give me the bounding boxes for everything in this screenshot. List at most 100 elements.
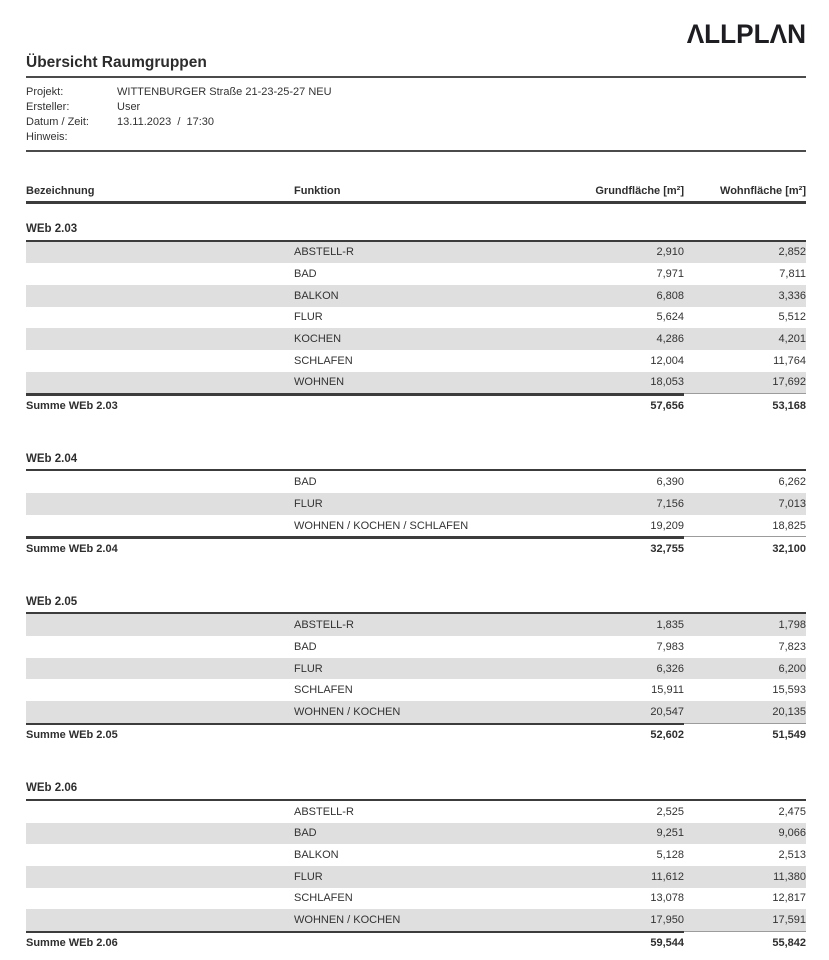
- cell-grundflaeche: 2,910: [656, 246, 684, 259]
- info-value-ersteller: User: [117, 101, 141, 113]
- cell-wohnflaeche: 4,201: [778, 333, 806, 346]
- cell-grundflaeche: 9,251: [656, 827, 684, 840]
- cell-funktion: SCHLAFEN: [294, 354, 353, 367]
- cell-grundflaeche: 12,004: [650, 354, 684, 367]
- cell-funktion: BALKON: [294, 289, 339, 302]
- group-sum-grundflaeche: 52,602: [650, 729, 684, 742]
- cell-wohnflaeche: 5,512: [778, 311, 806, 324]
- group-sum-label: Summe WEb 2.03: [26, 399, 118, 412]
- col-header-bezeichnung: Bezeichnung: [26, 185, 95, 197]
- cell-funktion: WOHNEN / KOCHEN: [294, 914, 401, 927]
- header-logo-row: ΛLLPLΛN: [26, 0, 806, 49]
- cell-grundflaeche: 6,808: [656, 289, 684, 302]
- cell-wohnflaeche: 2,513: [778, 849, 806, 862]
- table-row: KOCHEN 4,286 4,201: [26, 328, 806, 350]
- info-row-hinweis: Hinweis:: [26, 130, 806, 145]
- cell-wohnflaeche: 17,692: [772, 376, 806, 389]
- group-sum-wohnflaeche: 32,100: [772, 542, 806, 555]
- room-group-title: WEb 2.06: [26, 782, 806, 801]
- group-sum-row: Summe WEb 2.06 59,544 55,842: [26, 933, 806, 950]
- table-body: WEb 2.03 ABSTELL-R 2,910 2,852 BAD 7,971…: [26, 223, 806, 950]
- cell-grundflaeche: 7,971: [656, 268, 684, 281]
- info-label-hinweis: Hinweis:: [26, 131, 68, 143]
- cell-grundflaeche: 11,612: [651, 870, 684, 883]
- room-group-title: WEb 2.04: [26, 453, 806, 472]
- cell-funktion: WOHNEN / KOCHEN / SCHLAFEN: [294, 519, 469, 532]
- room-group-title: WEb 2.05: [26, 596, 806, 615]
- table-row: WOHNEN / KOCHEN 20,547 20,135: [26, 701, 806, 723]
- room-group-section: WEb 2.05 ABSTELL-R 1,835 1,798 BAD 7,983…: [26, 596, 806, 742]
- group-sum-label: Summe WEb 2.06: [26, 937, 118, 950]
- cell-wohnflaeche: 7,013: [778, 497, 806, 510]
- cell-wohnflaeche: 17,591: [772, 914, 806, 927]
- group-sum-divider: [26, 722, 806, 726]
- allplan-logo: ΛLLPLΛN: [686, 19, 806, 49]
- col-header-funktion: Funktion: [294, 185, 341, 197]
- table-row: FLUR 5,624 5,512: [26, 307, 806, 329]
- cell-grundflaeche: 20,547: [650, 705, 684, 718]
- divider-dark-segment: [26, 393, 684, 396]
- cell-wohnflaeche: 11,764: [773, 354, 806, 367]
- group-sum-spacer: [294, 543, 556, 556]
- cell-funktion: ABSTELL-R: [294, 246, 354, 259]
- table-row: SCHLAFEN 15,911 15,593: [26, 679, 806, 701]
- cell-grundflaeche: 4,286: [656, 333, 684, 346]
- cell-wohnflaeche: 1,798: [778, 619, 806, 632]
- cell-funktion: SCHLAFEN: [294, 892, 353, 905]
- room-group-rows: ABSTELL-R 2,910 2,852 BAD 7,971 7,811 BA…: [26, 241, 806, 394]
- cell-funktion: FLUR: [294, 497, 323, 510]
- group-sum-label: Summe WEb 2.05: [26, 729, 118, 742]
- title-divider: [26, 76, 806, 78]
- cell-grundflaeche: 1,835: [656, 619, 684, 632]
- group-sum-label: Summe WEb 2.04: [26, 542, 118, 555]
- divider-dark-segment: [26, 930, 684, 934]
- cell-wohnflaeche: 2,852: [778, 246, 806, 259]
- cell-funktion: FLUR: [294, 311, 323, 324]
- project-info-block: Projekt: WITTENBURGER Straße 21-23-25-27…: [26, 85, 806, 145]
- cell-wohnflaeche: 3,336: [778, 289, 806, 302]
- cell-wohnflaeche: 9,066: [778, 827, 806, 840]
- cell-funktion: BAD: [294, 476, 317, 489]
- group-sum-spacer: [294, 400, 556, 413]
- cell-grundflaeche: 6,326: [656, 662, 684, 675]
- cell-wohnflaeche: 6,200: [778, 662, 806, 675]
- table-row: FLUR 11,612 11,380: [26, 865, 806, 888]
- info-label-projekt: Projekt:: [26, 86, 64, 98]
- cell-wohnflaeche: 6,262: [778, 476, 806, 489]
- table-row: BAD 9,251 9,066: [26, 822, 806, 845]
- cell-grundflaeche: 5,128: [656, 849, 684, 862]
- table-row: SCHLAFEN 12,004 11,764: [26, 350, 806, 372]
- table-row: WOHNEN 18,053 17,692: [26, 371, 806, 394]
- info-row-ersteller: Ersteller: User: [26, 100, 806, 115]
- table-row: BAD 7,971 7,811: [26, 263, 806, 285]
- cell-wohnflaeche: 20,135: [772, 705, 806, 718]
- cell-funktion: SCHLAFEN: [294, 684, 353, 697]
- cell-grundflaeche: 17,950: [650, 914, 684, 927]
- cell-grundflaeche: 19,209: [650, 519, 684, 532]
- group-sum-wohnflaeche: 55,842: [772, 937, 806, 950]
- info-value-projekt: WITTENBURGER Straße 21-23-25-27 NEU: [117, 86, 332, 98]
- cell-wohnflaeche: 11,380: [773, 870, 806, 883]
- group-sum-divider: [26, 930, 806, 934]
- table-row: BALKON 5,128 2,513: [26, 844, 806, 866]
- cell-funktion: BAD: [294, 827, 317, 840]
- divider-light-segment: [684, 722, 806, 724]
- divider-light-segment: [684, 393, 806, 395]
- cell-wohnflaeche: 15,593: [772, 684, 806, 697]
- cell-grundflaeche: 6,390: [656, 476, 684, 489]
- room-group-section: WEb 2.03 ABSTELL-R 2,910 2,852 BAD 7,971…: [26, 223, 806, 413]
- col-header-grundflaeche: Grundfläche [m²]: [595, 185, 684, 197]
- divider-light-segment: [684, 536, 806, 538]
- group-sum-spacer: [294, 729, 556, 742]
- group-sum-spacer: [294, 937, 556, 950]
- cell-funktion: BAD: [294, 268, 317, 281]
- cell-grundflaeche: 18,053: [650, 376, 684, 389]
- group-sum-divider: [26, 393, 806, 396]
- info-row-datum-zeit: Datum / Zeit: 13.11.2023 / 17:30: [26, 115, 806, 130]
- room-group-rows: BAD 6,390 6,262 FLUR 7,156 7,013 WOHNEN …: [26, 471, 806, 536]
- room-group-rows: ABSTELL-R 1,835 1,798 BAD 7,983 7,823 FL…: [26, 614, 806, 723]
- table-row: FLUR 6,326 6,200: [26, 657, 806, 680]
- table-row: ABSTELL-R 2,525 2,475: [26, 801, 806, 823]
- cell-funktion: BAD: [294, 640, 317, 653]
